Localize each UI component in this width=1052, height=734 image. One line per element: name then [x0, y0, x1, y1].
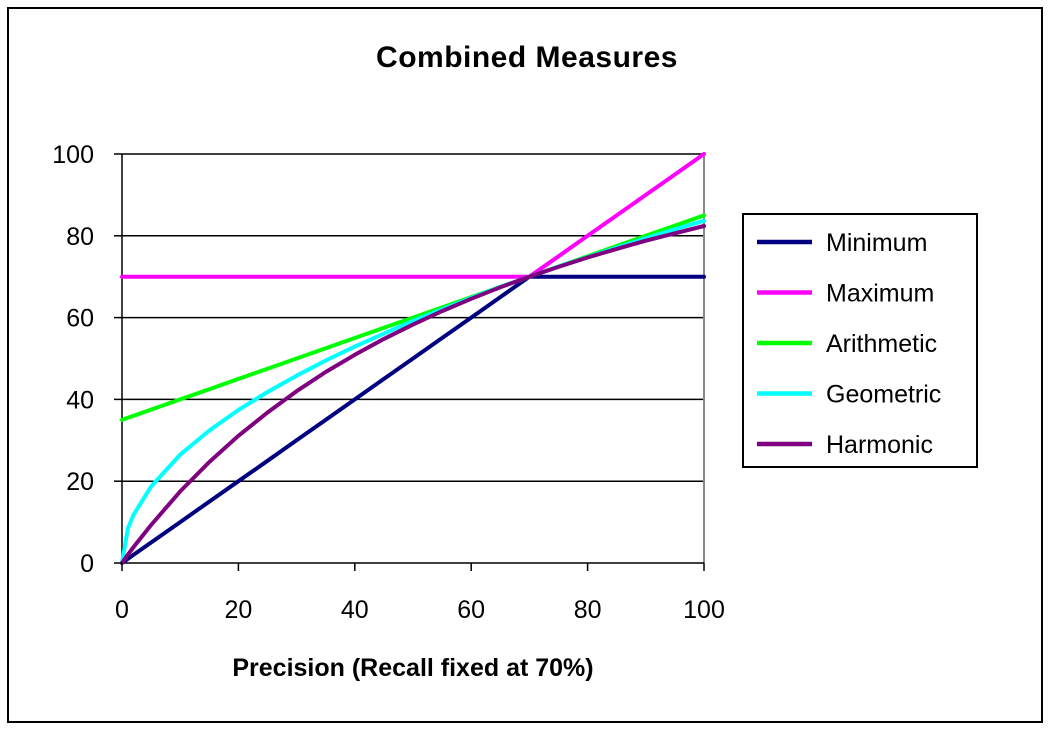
- x-tick-label-40: 40: [341, 596, 369, 624]
- x-tick-label-100: 100: [683, 596, 725, 624]
- x-tick-label-0: 0: [115, 596, 129, 624]
- legend-label-harmonic: Harmonic: [826, 431, 933, 459]
- y-axis-ticks: 0 20 40 60 80 100: [52, 141, 122, 578]
- series-line-harmonic: [120, 224, 706, 565]
- x-axis-ticks: 0 20 40 60 80 100: [115, 563, 725, 624]
- legend: Minimum Maximum Arithmetic Geometric Harmoni…: [742, 213, 978, 468]
- y-tick-label-0: 0: [80, 550, 94, 578]
- gridlines: [122, 153, 704, 482]
- chart-frame: [7, 7, 1043, 723]
- legend-box: [742, 213, 978, 468]
- legend-label-minimum: Minimum: [826, 229, 927, 257]
- series-line-maximum: [120, 152, 706, 279]
- legend-label-geometric: Geometric: [826, 381, 941, 409]
- legend-label-arithmetic: Arithmetic: [826, 330, 937, 358]
- y-tick-label-40: 40: [66, 386, 94, 414]
- y-tick-label-80: 80: [66, 223, 94, 251]
- chart-title: Combined Measures: [376, 41, 678, 74]
- y-tick-label-60: 60: [66, 305, 94, 333]
- series-lines: [120, 152, 706, 565]
- x-tick-label-20: 20: [224, 596, 252, 624]
- y-tick-label-100: 100: [52, 141, 94, 169]
- y-tick-label-20: 20: [66, 468, 94, 496]
- x-tick-label-60: 60: [457, 596, 485, 624]
- series-line-minimum: [120, 274, 706, 565]
- x-axis-label: Precision (Recall fixed at 70%): [232, 654, 593, 682]
- x-tick-label-80: 80: [574, 596, 602, 624]
- legend-label-maximum: Maximum: [826, 280, 934, 308]
